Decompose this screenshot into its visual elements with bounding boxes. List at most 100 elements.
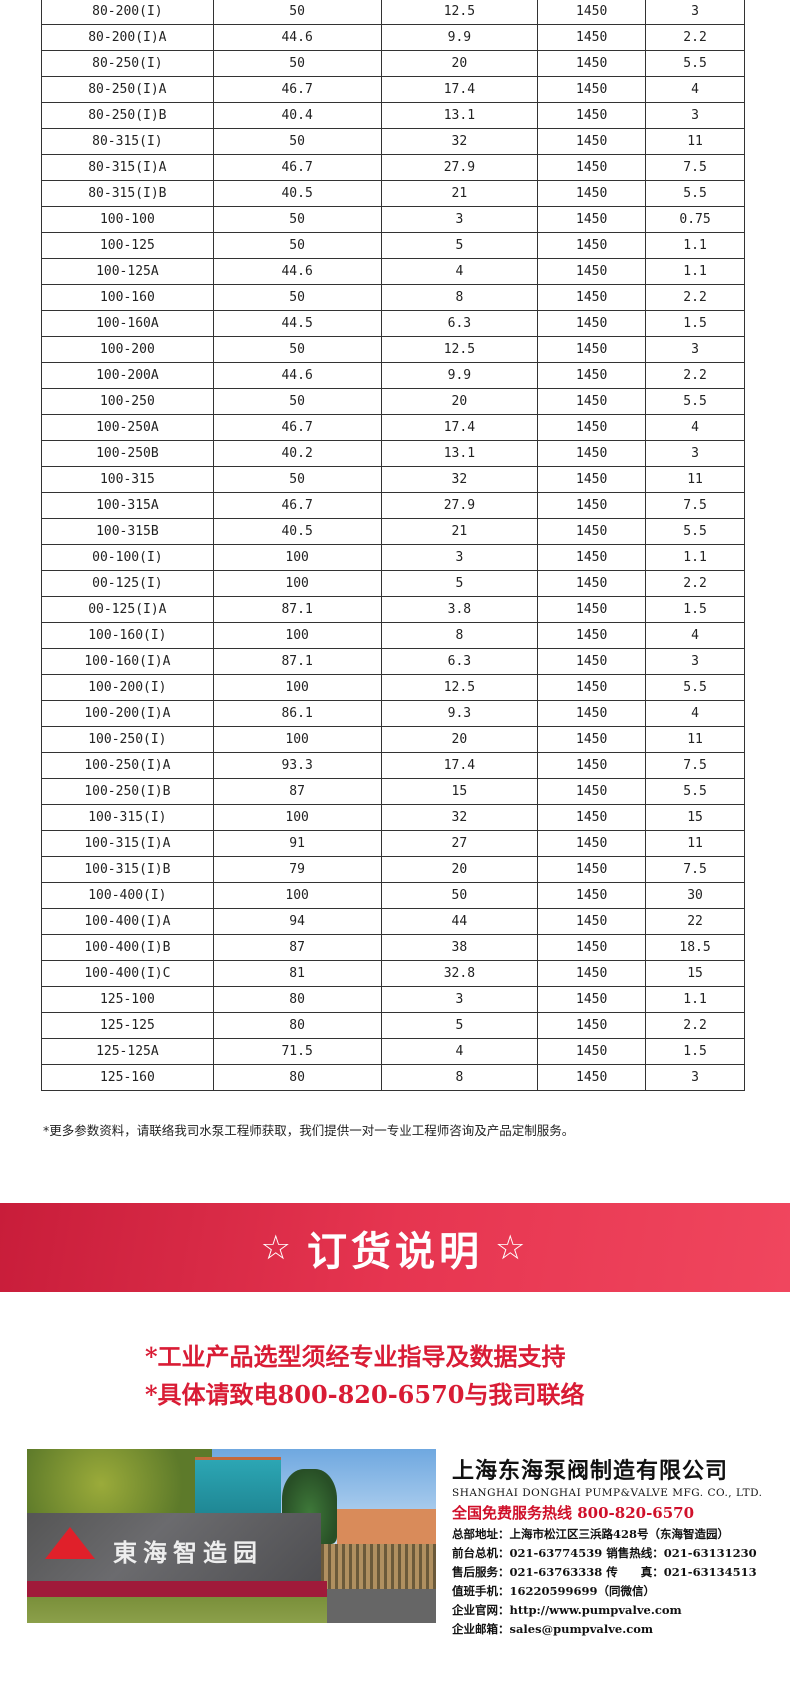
table-cell: 50 [212, 206, 382, 233]
table-cell: 80-315(I)B [41, 180, 214, 207]
website-link[interactable]: 企业官网：http://www.pumpvalve.com [452, 1603, 682, 1617]
table-cell: 1450 [537, 986, 647, 1013]
table-cell: 1450 [537, 180, 647, 207]
table-row: 100-400(I)B 87 38 1450 18.5 [41, 934, 745, 961]
table-row: 80-315(I) 50 32 1450 11 [41, 128, 745, 155]
table-cell: 3 [645, 1064, 745, 1091]
table-cell: 80 [212, 1064, 382, 1091]
table-cell: 80-315(I)A [41, 154, 214, 181]
table-row: 100-250A 46.7 17.4 1450 4 [41, 414, 745, 441]
table-cell: 1450 [537, 1012, 647, 1039]
table-row: 80-315(I)B 40.5 21 1450 5.5 [41, 180, 745, 207]
table-cell: 5.5 [645, 50, 745, 77]
table-row: 100-250(I)A 93.3 17.4 1450 7.5 [41, 752, 745, 779]
banner-title: 订货说明 [307, 1228, 483, 1275]
table-cell: 4 [380, 1038, 539, 1065]
table-cell: 2.2 [645, 362, 745, 389]
table-cell: 1450 [537, 622, 647, 649]
order-line-1: *工业产品选型须经专业指导及数据支持 [145, 1342, 566, 1371]
address: 总部地址：上海市松江区三浜路428号（东海智造园） [452, 1527, 730, 1541]
table-row: 125-100 80 3 1450 1.1 [41, 986, 745, 1013]
table-cell: 3.8 [380, 596, 539, 623]
table-row: 100-125 50 5 1450 1.1 [41, 232, 745, 259]
service-line: 售后服务：021-63763338 传 真：021-63134513 [452, 1565, 757, 1579]
table-cell: 11 [645, 726, 745, 753]
table-cell: 100-250B [41, 440, 214, 467]
table-cell: 4 [645, 76, 745, 103]
table-cell: 1450 [537, 258, 647, 285]
table-cell: 100 [212, 544, 382, 571]
table-row: 80-200(I) 50 12.5 1450 3 [41, 0, 745, 25]
table-cell: 100-400(I)B [41, 934, 214, 961]
table-cell: 32 [380, 466, 539, 493]
table-row: 125-125 80 5 1450 2.2 [41, 1012, 745, 1039]
table-cell: 22 [645, 908, 745, 935]
table-cell: 100-400(I)A [41, 908, 214, 935]
table-cell: 6.3 [380, 648, 539, 675]
table-cell: 50 [212, 284, 382, 311]
table-cell: 100-200A [41, 362, 214, 389]
table-cell: 5.5 [645, 180, 745, 207]
table-row: 100-200(I) 100 12.5 1450 5.5 [41, 674, 745, 701]
table-cell: 40.2 [212, 440, 382, 467]
table-row: 100-160(I)A 87.1 6.3 1450 3 [41, 648, 745, 675]
table-cell: 1450 [537, 492, 647, 519]
table-cell: 38 [380, 934, 539, 961]
table-cell: 5.5 [645, 778, 745, 805]
table-cell: 100 [212, 804, 382, 831]
phone-line: 前台总机：021-63774539 销售热线：021-63131230 [452, 1546, 757, 1560]
table-row: 100-400(I) 100 50 1450 30 [41, 882, 745, 909]
table-cell: 80-200(I)A [41, 24, 214, 51]
table-cell: 80-200(I) [41, 0, 214, 25]
table-cell: 20 [380, 726, 539, 753]
table-row: 100-160 50 8 1450 2.2 [41, 284, 745, 311]
table-cell: 1450 [537, 128, 647, 155]
table-cell: 3 [645, 336, 745, 363]
table-cell: 40.5 [212, 180, 382, 207]
table-cell: 1450 [537, 700, 647, 727]
table-cell: 7.5 [645, 752, 745, 779]
table-cell: 1450 [537, 76, 647, 103]
table-cell: 100-315(I)A [41, 830, 214, 857]
table-cell: 1450 [537, 882, 647, 909]
table-cell: 100-200 [41, 336, 214, 363]
table-cell: 100-200(I) [41, 674, 214, 701]
table-cell: 1450 [537, 284, 647, 311]
table-cell: 100-125 [41, 232, 214, 259]
company-contact-info: 上海东海泵阀制造有限公司 SHANGHAI DONGHAI PUMP&VALVE… [452, 1453, 762, 1637]
table-row: 80-250(I) 50 20 1450 5.5 [41, 50, 745, 77]
table-row: 100-315(I)A 91 27 1450 11 [41, 830, 745, 857]
table-cell: 80 [212, 986, 382, 1013]
table-cell: 1450 [537, 466, 647, 493]
table-row: 100-315 50 32 1450 11 [41, 466, 745, 493]
table-cell: 4 [380, 258, 539, 285]
table-cell: 1450 [537, 934, 647, 961]
table-row: 80-250(I)B 40.4 13.1 1450 3 [41, 102, 745, 129]
table-cell: 86.1 [212, 700, 382, 727]
table-cell: 100-315(I) [41, 804, 214, 831]
table-cell: 13.1 [380, 440, 539, 467]
table-row: 100-400(I)C 81 32.8 1450 15 [41, 960, 745, 987]
company-gate-photo: 東海智造园 [27, 1449, 436, 1623]
table-cell: 17.4 [380, 76, 539, 103]
table-cell: 80-250(I)A [41, 76, 214, 103]
table-cell: 1450 [537, 154, 647, 181]
table-cell: 100 [212, 570, 382, 597]
email-link[interactable]: 企业邮箱：sales@pumpvalve.com [452, 1622, 654, 1636]
table-cell: 100-250(I) [41, 726, 214, 753]
table-cell: 46.7 [212, 492, 382, 519]
table-cell: 30 [645, 882, 745, 909]
table-row: 100-200 50 12.5 1450 3 [41, 336, 745, 363]
sign-text: 東海智造园 [113, 1538, 263, 1567]
table-row: 00-125(I)A 87.1 3.8 1450 1.5 [41, 596, 745, 623]
table-cell: 1450 [537, 232, 647, 259]
table-cell: 1450 [537, 414, 647, 441]
table-row: 100-315A 46.7 27.9 1450 7.5 [41, 492, 745, 519]
table-cell: 100-250 [41, 388, 214, 415]
table-cell: 1450 [537, 856, 647, 883]
table-row: 100-400(I)A 94 44 1450 22 [41, 908, 745, 935]
table-cell: 3 [645, 648, 745, 675]
table-cell: 46.7 [212, 76, 382, 103]
star-icon: ☆ [260, 1227, 295, 1268]
table-cell: 3 [380, 206, 539, 233]
